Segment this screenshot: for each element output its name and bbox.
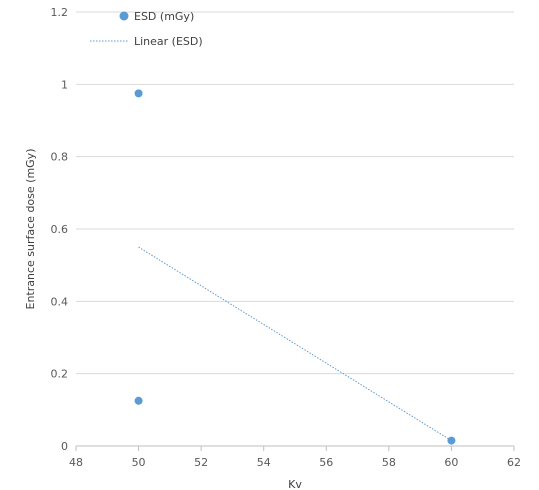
legend-label-esd: ESD (mGy) (134, 10, 194, 23)
y-tick-label-1: 0.2 (51, 368, 69, 381)
y-tick-label-3: 0.6 (51, 223, 69, 236)
x-tick-label-2: 52 (194, 456, 208, 469)
legend: ESD (mGy) Linear (ESD) (90, 10, 203, 48)
x-tick-label-0: 48 (69, 456, 83, 469)
gridlines (76, 11, 514, 375)
legend-label-linear: Linear (ESD) (134, 35, 203, 48)
trendline-series (138, 246, 452, 442)
x-tick-label-7: 62 (507, 456, 521, 469)
x-tick-labels: 48 50 52 54 56 58 60 62 (69, 456, 521, 469)
data-point-2 (447, 436, 456, 445)
x-tick-label-1: 50 (132, 456, 146, 469)
y-tick-labels: 0 0.2 0.4 0.6 0.8 1 1.2 (51, 6, 69, 453)
x-tick-label-3: 54 (257, 456, 271, 469)
y-tick-label-2: 0.4 (51, 295, 69, 308)
x-tick-label-6: 60 (444, 456, 458, 469)
x-tick-label-5: 58 (382, 456, 396, 469)
axes (75, 445, 515, 451)
legend-marker-esd (119, 11, 129, 21)
scatter-series (134, 89, 456, 445)
trendline-linear-esd (138, 246, 452, 442)
y-tick-label-0: 0 (61, 440, 68, 453)
data-point-1 (134, 396, 143, 405)
x-tick-label-4: 56 (319, 456, 333, 469)
y-tick-label-6: 1.2 (51, 6, 69, 19)
y-tick-label-4: 0.8 (51, 151, 69, 164)
x-axis-title: Kv (288, 478, 302, 490)
y-axis-title: Entrance surface dose (mGy) (24, 149, 37, 310)
y-tick-label-5: 1 (61, 78, 68, 91)
data-point-0 (134, 89, 143, 98)
